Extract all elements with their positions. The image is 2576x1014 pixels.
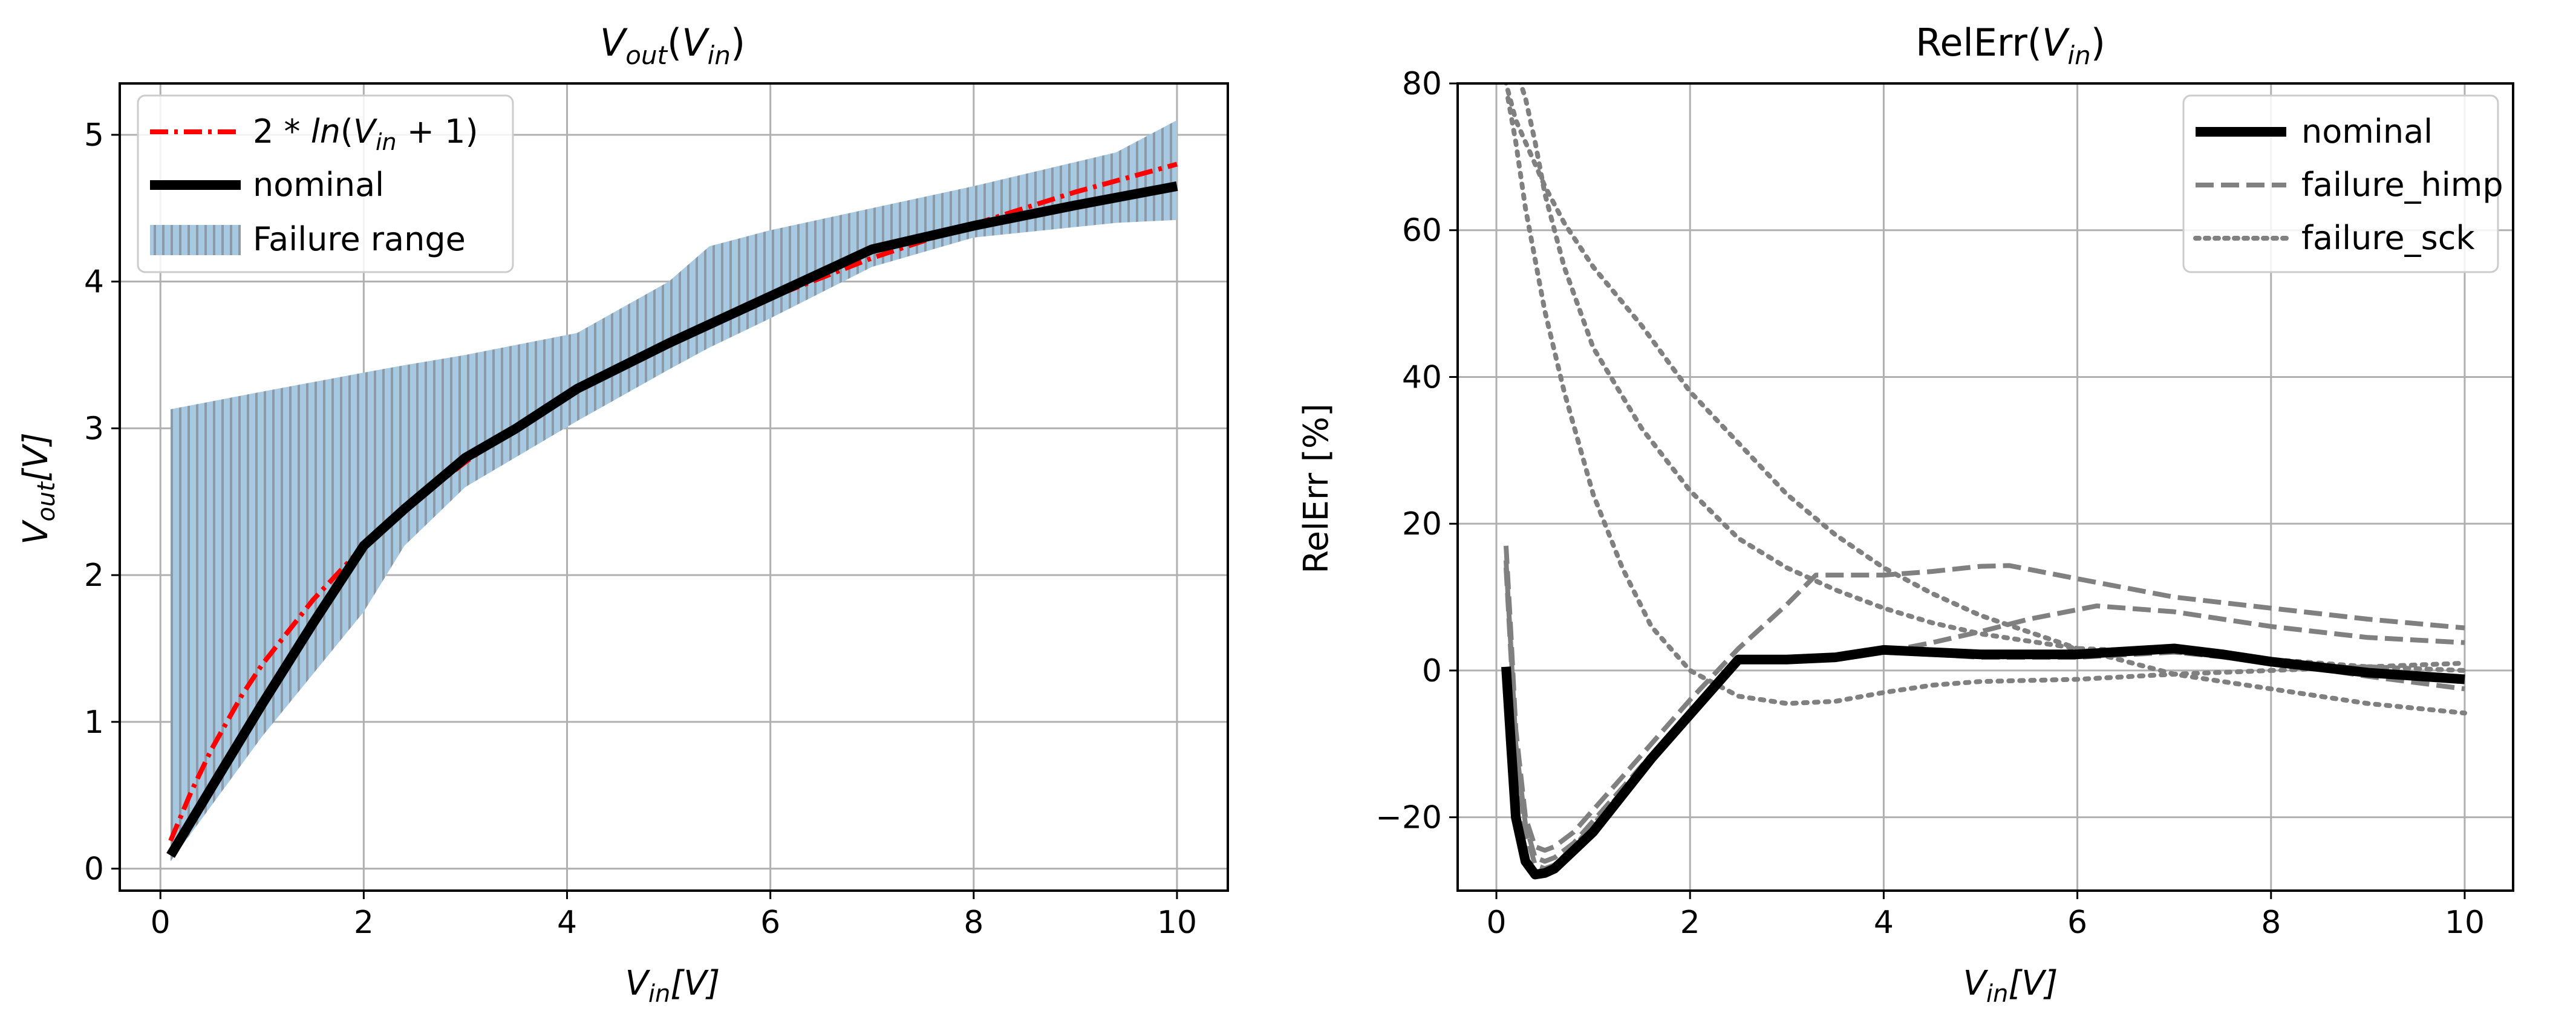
x-tick-label: 4	[1874, 905, 1894, 941]
x-tick-label: 6	[760, 905, 780, 941]
vout-axes-frame	[119, 82, 1229, 892]
vout-x-label: Vin[V]	[625, 964, 720, 1008]
y-tick-label: −20	[1375, 800, 1442, 836]
vout-y-ticks: 0 1 2 3 4 5	[84, 117, 120, 888]
relerr-legend-frame	[2182, 94, 2499, 273]
relerr-lines	[1501, 83, 2467, 880]
relerr-x-ticks: 0 2 4 6 8 10	[1486, 891, 2485, 941]
legend-ref-label: 2 * ln(Vin + 1)	[253, 112, 478, 155]
x-tick-label: 4	[557, 905, 577, 941]
y-tick-label: 0	[84, 851, 104, 888]
x-tick-label: 6	[2067, 905, 2087, 941]
relerr-y-label: RelErr [%]	[1297, 403, 1336, 574]
x-tick-label: 2	[1680, 905, 1700, 941]
y-tick-label: 40	[1402, 359, 1442, 395]
vout-x-ticks: 0 2 4 6 8 10	[151, 891, 1197, 941]
x-tick-label: 10	[2445, 905, 2485, 941]
x-tick-label: 10	[1157, 905, 1197, 941]
failure-himp-relerr-line	[1504, 545, 2465, 853]
x-tick-label: 0	[1486, 905, 1506, 941]
relerr-x-label: Vin[V]	[1963, 964, 2058, 1008]
y-tick-label: 60	[1402, 213, 1442, 249]
failure-sck-relerr-line	[1518, 83, 2467, 673]
y-tick-label: 2	[84, 557, 104, 594]
y-tick-label: 80	[1402, 66, 1442, 102]
legend-band-swatch	[150, 225, 241, 255]
relerr-legend: nominal failure_himp failure_sck	[2182, 94, 2503, 273]
legend-band-label: Failure range	[253, 220, 466, 258]
failure-himp-relerr-line	[1504, 560, 2465, 864]
nominal-vout-line	[166, 181, 1178, 858]
relerr-title: RelErr(Vin)	[1916, 21, 2105, 70]
y-tick-label: 5	[84, 117, 104, 154]
vout-title: Vout(Vin)	[600, 21, 745, 70]
y-tick-label: 4	[84, 264, 104, 301]
x-tick-label: 8	[964, 905, 983, 941]
x-tick-label: 8	[2261, 905, 2281, 941]
legend-relerr-nominal-label: nominal	[2301, 112, 2433, 151]
y-tick-label: 1	[84, 704, 104, 741]
legend-sck-label: failure_sck	[2301, 219, 2475, 257]
vout-legend: 2 * ln(Vin + 1) nominal Failure range	[137, 94, 514, 273]
y-tick-label: 0	[1422, 653, 1442, 689]
x-tick-label: 2	[354, 905, 374, 941]
relerr-y-ticks: −20 0 20 40 60 80	[1375, 66, 1458, 836]
y-tick-label: 3	[84, 411, 104, 447]
legend-nominal-label: nominal	[253, 166, 384, 204]
y-tick-label: 20	[1402, 506, 1442, 542]
nominal-relerr-line	[1501, 643, 2465, 880]
x-tick-label: 0	[151, 905, 171, 941]
vout-lines	[166, 161, 1178, 858]
failure-sck-relerr-line	[1503, 83, 2467, 716]
legend-himp-label: failure_himp	[2301, 166, 2503, 204]
failure-sck-relerr-line	[1505, 96, 2467, 706]
relerr-axes-frame	[1456, 82, 2514, 892]
vout-y-label: Vout[V]	[16, 432, 60, 545]
